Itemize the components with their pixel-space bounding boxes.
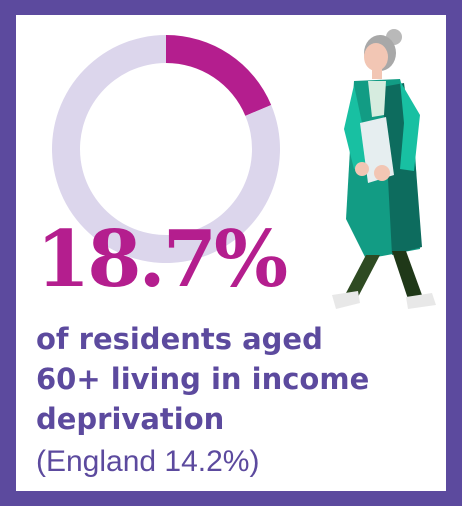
donut-svg <box>52 35 281 263</box>
big-percentage-value: 18.7% <box>36 214 288 305</box>
donut-chart <box>46 29 286 269</box>
infographic-card: 18.7% of residents aged 60+ living in in… <box>16 15 446 491</box>
elderly-woman-walking-illustration <box>332 29 436 309</box>
england-comparison: (England 14.2%) <box>36 445 260 478</box>
headline-line-1: of residents aged <box>36 322 323 356</box>
headline-text: of residents aged 60+ living in income d… <box>36 319 436 439</box>
headline-line-2: 60+ living in income <box>36 362 370 396</box>
donut-slice-highlight <box>166 35 272 116</box>
headline-line-3: deprivation <box>36 402 225 436</box>
